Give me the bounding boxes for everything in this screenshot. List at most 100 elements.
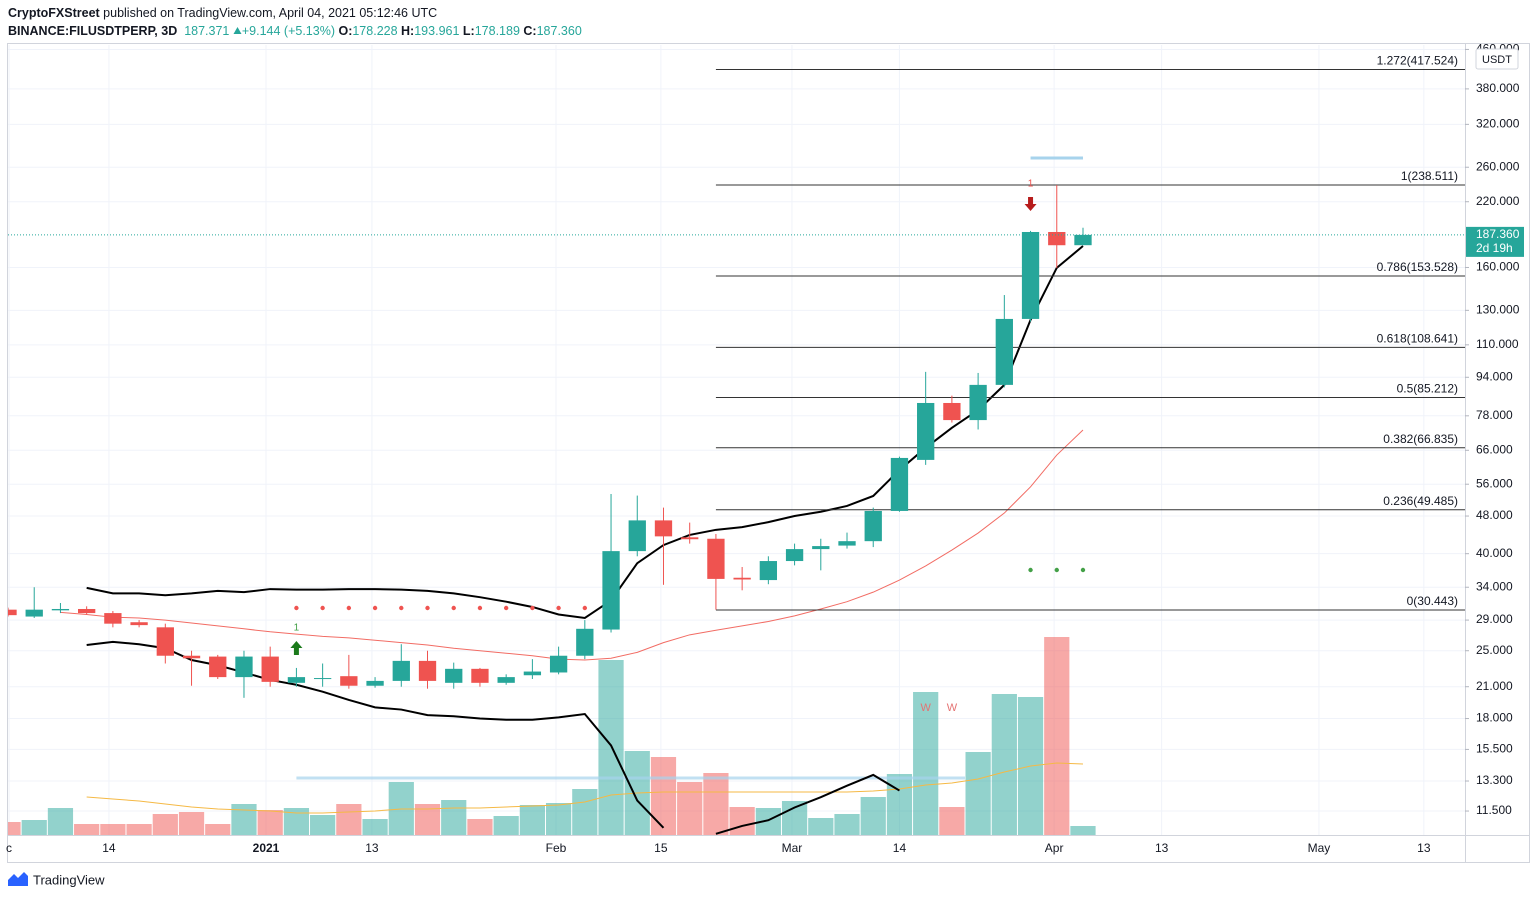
candle-body [628,520,646,552]
candle-body [1074,234,1092,246]
candle-body [733,577,751,580]
last-price-box [1466,226,1524,257]
volume-bar [677,782,703,835]
candle-body [235,656,253,678]
x-tick-label: 14 [893,841,907,855]
volume-bar [1044,637,1070,835]
sell-label: 1 [1028,179,1034,190]
red-dot [425,605,430,611]
volume-bar [467,819,493,835]
candle-body [1021,231,1040,319]
y-tick-label: 320.000 [1476,117,1520,131]
x-tick-label: Feb [546,841,567,855]
fib-label: 0.5(85.212) [1397,382,1458,396]
last: 187.371 [184,24,230,38]
fib-label: 0.236(49.485) [1383,494,1458,508]
logo [8,872,28,886]
x-tick-label: 2021 [253,841,280,855]
y-tick-label: 130.000 [1476,303,1520,317]
chart-frame [7,43,1530,863]
c-value: 187.360 [536,24,582,38]
candle-body [261,656,279,682]
fib-label: 0.786(153.528) [1377,260,1458,274]
candle-body [759,561,778,581]
volume-bar [545,803,572,835]
y-tick-label: 34.000 [1476,579,1513,593]
x-tick-label: 13 [1417,841,1431,855]
candle-body [681,537,699,540]
y-tick-label: 160.000 [1476,260,1520,274]
w-label: W [920,702,931,714]
y-tick-label: 13.300 [1476,773,1513,787]
symbol: BINANCE:FILUSDTPERP, 3D [8,24,178,38]
y-tick-label: 25.000 [1476,643,1513,657]
candle-body [287,677,306,683]
candle-body [51,608,70,611]
candle-body [130,622,148,626]
candle-body [812,546,830,550]
green-dot [1028,567,1033,573]
candle-body [340,676,358,686]
red-dot [530,605,535,611]
x-tick-label: 13 [1155,841,1169,855]
red-dot [372,605,378,611]
candle-body [890,457,909,511]
red-dot [503,605,509,611]
fib-label: 1(238.511) [1401,169,1458,183]
candle-body [838,541,856,546]
candle-body [497,677,515,683]
buy-arrow [290,641,303,655]
y-tick-label: 48.000 [1476,508,1513,522]
volume-bar [860,797,886,835]
fib-label: 0.618(108.641) [1377,332,1458,346]
volume-bar [913,692,939,835]
volume-bar [729,807,755,835]
volume-bar [257,810,283,835]
x-tick-label: 14 [102,841,116,855]
l-value: 178.189 [474,24,520,38]
y-tick-label: 78.000 [1476,408,1513,422]
candle-body [182,655,201,659]
x-tick-label: May [1308,841,1331,855]
fib-label: 0.382(66.835) [1383,432,1458,446]
volume-bar [965,752,991,835]
h-label: H: [401,24,415,38]
candle-body [917,402,935,460]
candle-body [1048,231,1066,246]
candle-body [313,678,332,680]
y-tick-label: 110.000 [1476,337,1519,351]
header-line-1: CryptoFXStreet published on TradingView.… [8,6,437,20]
red-dot [477,605,483,611]
y-tick-label: 40.000 [1476,546,1513,560]
volume-bar [362,819,388,835]
candle-body [969,384,987,421]
h-value: 193.961 [414,24,460,38]
x-tick-label: c [6,841,12,855]
sell-arrow [1024,197,1037,211]
w-label: W [947,702,958,714]
green-dot [1054,567,1059,573]
y-tick-label: 66.000 [1476,442,1513,456]
volume-bar [47,808,74,835]
candle-body [523,671,542,676]
axes: 460.000380.000320.000260.000220.000160.0… [6,42,1524,855]
red-dot [399,605,404,611]
y-tick-label: 21.000 [1476,679,1513,693]
volume-bar [703,773,729,835]
published: published on TradingView.com, April 04, … [99,6,438,20]
volume-bar [152,814,178,835]
y-tick-label: 15.500 [1476,742,1513,756]
last-price-label: 187.360 [1476,227,1520,241]
candle-body [104,613,122,624]
volume-bar [21,820,47,835]
fib-label: 1.272(417.524) [1377,54,1458,68]
candle-body [78,608,96,614]
lower-line [86,640,665,829]
volume-bar [336,804,362,835]
volume-ma [86,762,1084,814]
o-value: 178.228 [352,24,398,38]
candle-body [418,660,437,681]
volume-bar [781,801,808,835]
candle-body [602,551,620,630]
